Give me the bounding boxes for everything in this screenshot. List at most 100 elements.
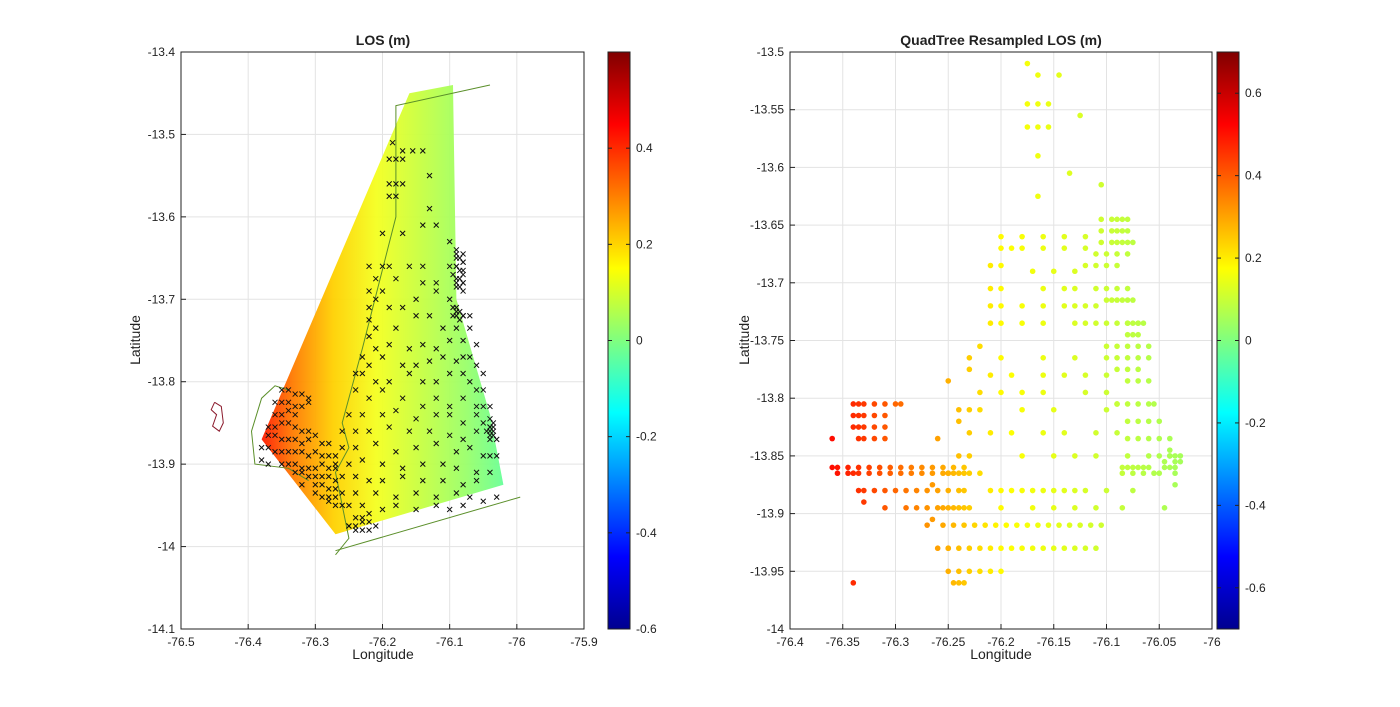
data-point	[1103, 389, 1110, 396]
data-point	[945, 470, 952, 477]
data-point	[1061, 245, 1068, 251]
data-point	[861, 487, 867, 494]
data-point	[372, 440, 379, 447]
data-point	[372, 378, 379, 385]
data-point	[1119, 297, 1126, 303]
data-point	[956, 406, 962, 413]
data-point	[903, 505, 909, 511]
data-point	[1061, 430, 1068, 436]
inland-outline	[250, 385, 309, 482]
left-colorbar-tick-label: 0	[636, 334, 643, 348]
data-point	[1114, 262, 1120, 269]
data-point	[934, 545, 941, 552]
data-point	[292, 448, 299, 455]
data-point	[834, 464, 841, 471]
data-point	[1098, 522, 1105, 528]
data-point	[913, 505, 920, 511]
data-point	[359, 514, 366, 521]
data-point	[929, 470, 936, 477]
data-point	[850, 580, 857, 586]
data-point	[285, 461, 292, 467]
left-ticks: -76.5 -76.4 -76.3 -76.2 -76.1 -76 -75.9 -13.4 -1…	[148, 45, 598, 649]
data-point	[919, 464, 925, 471]
data-point	[460, 251, 466, 257]
data-point	[487, 403, 493, 410]
data-point	[319, 461, 325, 467]
data-point	[1124, 366, 1131, 373]
data-point	[1050, 545, 1057, 552]
data-point	[1072, 268, 1078, 275]
data-point	[372, 523, 379, 529]
data-point	[1019, 487, 1025, 494]
data-point	[908, 464, 915, 471]
data-point	[982, 522, 988, 528]
data-point	[934, 487, 941, 494]
data-point	[299, 428, 305, 435]
data-point	[897, 464, 904, 471]
left-xtick-label: -76.3	[302, 635, 330, 649]
data-point	[433, 395, 440, 402]
data-point	[386, 304, 393, 311]
data-point	[466, 325, 473, 331]
data-point	[876, 464, 883, 471]
data-point	[352, 473, 359, 480]
data-point	[413, 490, 419, 496]
data-point	[359, 370, 366, 377]
left-ylabel: Latitude	[127, 315, 143, 365]
data-point	[332, 494, 339, 500]
data-point	[433, 222, 440, 228]
data-point	[1114, 239, 1120, 246]
data-point	[940, 464, 946, 471]
data-point	[977, 389, 983, 396]
data-point	[419, 461, 426, 467]
data-point	[480, 420, 487, 426]
data-point	[332, 453, 339, 459]
data-point	[346, 502, 352, 509]
data-point	[278, 436, 285, 443]
data-point	[406, 263, 413, 270]
right-colorbar-tick-label: 0.2	[1245, 251, 1262, 265]
right-xtick-label: -76.1	[1093, 635, 1121, 649]
data-point	[1040, 303, 1046, 309]
data-point	[372, 296, 379, 303]
data-point	[433, 279, 440, 286]
data-point	[866, 470, 872, 477]
data-point	[998, 245, 1004, 251]
data-point	[325, 440, 332, 447]
data-point	[366, 288, 372, 294]
data-point	[945, 568, 952, 575]
data-point	[433, 288, 440, 294]
data-point	[1040, 487, 1046, 494]
data-point	[312, 490, 319, 496]
data-point	[352, 370, 359, 377]
data-point	[956, 505, 962, 511]
data-point	[998, 303, 1004, 309]
data-point	[945, 487, 952, 494]
data-point	[352, 514, 359, 521]
right-ytick-label: -13.55	[750, 103, 784, 117]
data-point	[1077, 522, 1083, 528]
data-point	[1019, 545, 1025, 552]
data-point	[1103, 320, 1110, 326]
data-point	[1135, 401, 1141, 407]
data-point	[1061, 285, 1068, 292]
data-point	[876, 470, 883, 477]
left-xtick-label: -76.2	[369, 635, 397, 649]
data-point	[339, 502, 346, 509]
data-point	[1082, 245, 1089, 251]
data-point	[882, 487, 888, 494]
data-point	[1008, 545, 1015, 552]
right-ytick-label: -14	[767, 622, 785, 636]
data-point	[305, 473, 312, 480]
data-point	[399, 230, 406, 237]
data-point	[399, 473, 406, 480]
data-point	[359, 502, 366, 509]
data-point	[480, 498, 487, 505]
data-point	[399, 304, 406, 311]
data-point	[1061, 372, 1068, 378]
data-point	[406, 345, 413, 352]
data-point	[1103, 355, 1110, 361]
data-point	[446, 337, 453, 344]
data-point	[987, 487, 994, 494]
data-point	[339, 490, 346, 496]
